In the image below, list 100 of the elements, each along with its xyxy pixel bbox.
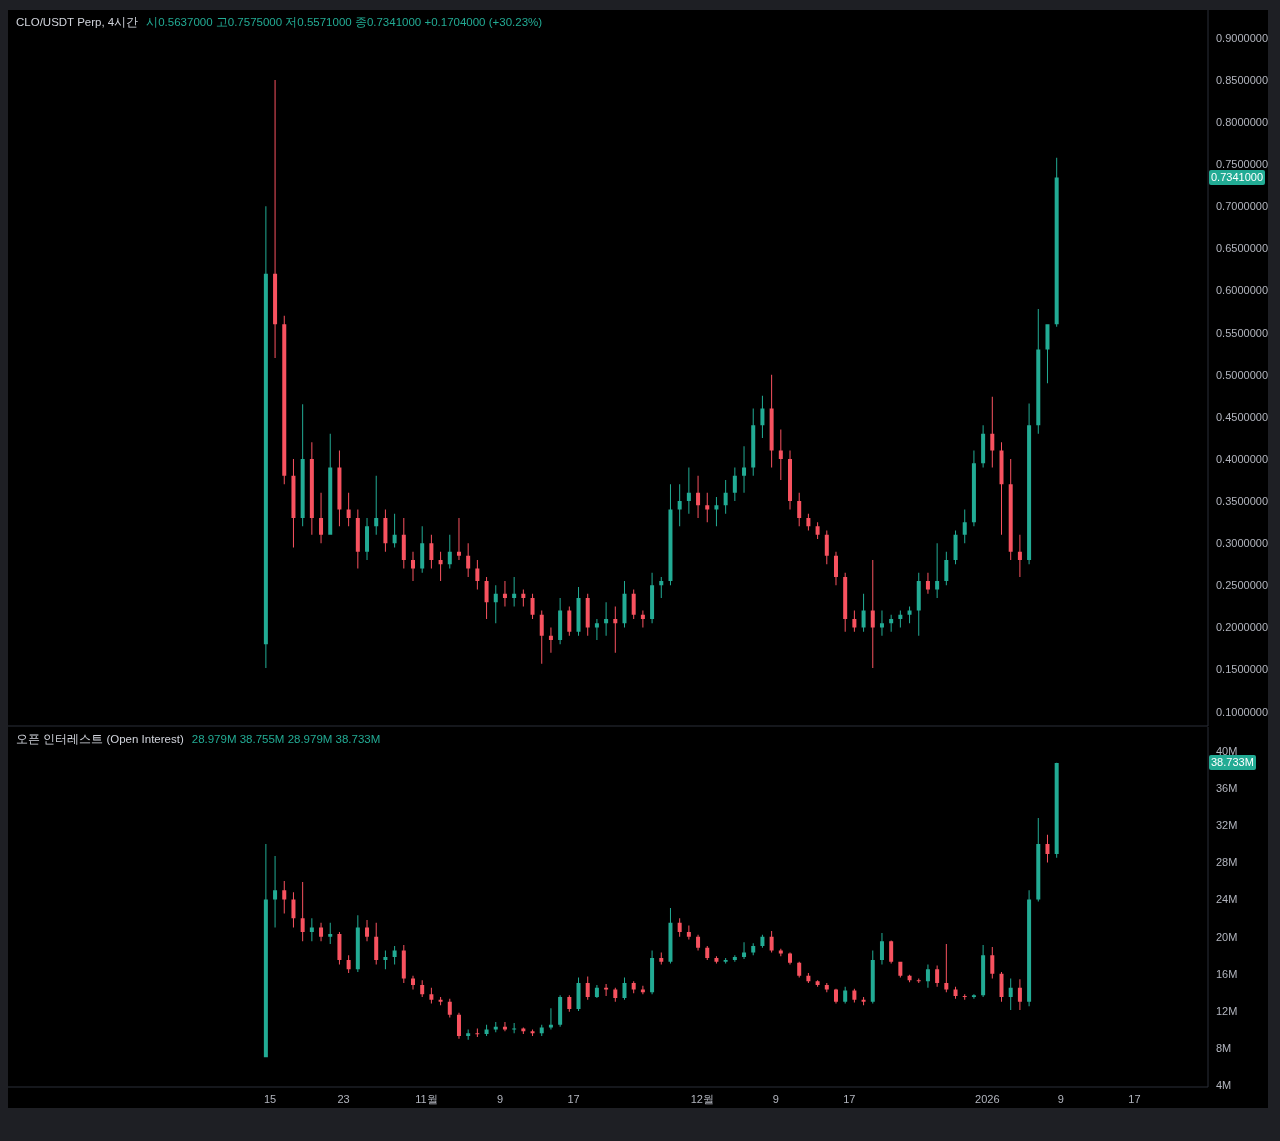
candlestick bbox=[999, 971, 1004, 1002]
candlestick bbox=[594, 984, 599, 998]
candlestick bbox=[1017, 979, 1022, 1010]
x-tick-label: 2026 bbox=[975, 1092, 1000, 1105]
candlestick bbox=[548, 1008, 553, 1030]
candlestick bbox=[668, 907, 673, 964]
x-tick-label: 17 bbox=[567, 1092, 580, 1105]
candlestick bbox=[723, 958, 728, 964]
candlestick bbox=[383, 509, 388, 552]
candlestick bbox=[1017, 534, 1022, 577]
text: CLO/USDT Perp, 4시간 bbox=[16, 16, 139, 28]
x-tick-label: 9 bbox=[772, 1092, 779, 1105]
candlestick bbox=[898, 610, 903, 628]
x-tick-label: 12월 bbox=[690, 1092, 714, 1105]
candlestick bbox=[466, 1029, 471, 1040]
candlestick bbox=[1027, 403, 1032, 565]
candlestick bbox=[337, 450, 342, 527]
text: 28.979M 38.755M 28.979M 38.733M bbox=[191, 733, 381, 745]
candlestick bbox=[824, 983, 829, 993]
candlestick bbox=[337, 932, 342, 965]
candlestick bbox=[530, 593, 535, 620]
candlestick bbox=[935, 543, 940, 598]
y-tick-label: 28M bbox=[1216, 856, 1238, 869]
candlestick bbox=[971, 994, 976, 999]
candlestick bbox=[484, 576, 489, 620]
candlestick bbox=[760, 934, 765, 948]
candlestick bbox=[300, 881, 305, 942]
candlestick bbox=[732, 467, 737, 502]
candlestick bbox=[420, 526, 425, 573]
candlestick bbox=[981, 945, 986, 997]
candlestick bbox=[273, 855, 278, 928]
candlestick bbox=[567, 995, 572, 1012]
candlestick bbox=[944, 551, 949, 586]
candlestick bbox=[613, 606, 618, 653]
candlestick bbox=[558, 597, 563, 645]
candlestick bbox=[852, 988, 857, 1003]
price-tag: 38.733M bbox=[1209, 754, 1256, 770]
y-tick-label: 32M bbox=[1216, 819, 1238, 832]
y-tick-label: 0.4500000 bbox=[1216, 410, 1268, 423]
candlestick bbox=[622, 977, 627, 1000]
y-tick-label: 0.3000000 bbox=[1216, 537, 1268, 550]
candlestick bbox=[263, 843, 268, 1058]
candlestick bbox=[1027, 890, 1032, 1007]
candlestick bbox=[843, 986, 848, 1004]
candlestick bbox=[990, 946, 995, 979]
candlestick bbox=[1054, 762, 1059, 858]
candlestick bbox=[438, 551, 443, 582]
candlestick bbox=[971, 450, 976, 527]
candlestick bbox=[438, 997, 443, 1006]
candlestick bbox=[328, 922, 333, 945]
candlestick bbox=[953, 986, 958, 999]
candlestick bbox=[631, 589, 636, 620]
candlestick bbox=[990, 396, 995, 468]
candlestick bbox=[815, 980, 820, 987]
candlestick bbox=[714, 496, 719, 527]
candlestick bbox=[1045, 324, 1050, 384]
candlestick bbox=[1054, 157, 1059, 327]
y-tick-label: 0.7500000 bbox=[1216, 158, 1268, 171]
x-tick-label: 23 bbox=[337, 1092, 350, 1105]
y-tick-label: 0.2500000 bbox=[1216, 579, 1268, 592]
candlestick bbox=[319, 922, 324, 942]
candlestick bbox=[925, 964, 930, 988]
candlestick bbox=[631, 981, 636, 994]
candlestick bbox=[686, 925, 691, 940]
candlestick bbox=[539, 610, 544, 664]
y-tick-label: 0.5000000 bbox=[1216, 368, 1268, 381]
candlestick bbox=[788, 450, 793, 510]
candlestick bbox=[677, 918, 682, 937]
candlestick bbox=[585, 593, 590, 636]
candlestick bbox=[374, 475, 379, 535]
candlestick bbox=[1045, 834, 1050, 863]
candlestick bbox=[346, 492, 351, 527]
candlestick bbox=[521, 589, 526, 607]
candlestick bbox=[392, 945, 397, 965]
x-tick-label: 17 bbox=[1128, 1092, 1141, 1105]
candlestick bbox=[456, 1012, 461, 1039]
candlestick bbox=[319, 492, 324, 544]
candlestick bbox=[760, 395, 765, 438]
y-tick-label: 0.2000000 bbox=[1216, 621, 1268, 634]
candlestick bbox=[282, 881, 287, 914]
candlestick bbox=[705, 492, 710, 523]
candlestick bbox=[475, 1028, 480, 1037]
candlestick bbox=[512, 1022, 517, 1034]
candlestick bbox=[705, 945, 710, 960]
candlestick bbox=[1008, 458, 1013, 561]
candlestick bbox=[981, 425, 986, 468]
candlestick bbox=[309, 442, 314, 535]
y-tick-label: 0.3500000 bbox=[1216, 495, 1268, 507]
candlestick bbox=[861, 997, 866, 1006]
y-tick-label: 8M bbox=[1216, 1041, 1232, 1054]
candlestick bbox=[1008, 978, 1013, 1010]
candlestick bbox=[742, 446, 747, 493]
candlestick bbox=[889, 614, 894, 632]
y-tick-label: 4M bbox=[1216, 1079, 1232, 1092]
candlestick bbox=[604, 602, 609, 636]
y-tick-label: 0.9000000 bbox=[1216, 31, 1268, 44]
text: 시0.5637000 고0.7575000 저0.5571000 종0.7341000 +0.1704000 (+30.23%) bbox=[146, 16, 543, 28]
candlestick bbox=[273, 79, 278, 358]
y-tick-label: 20M bbox=[1216, 930, 1238, 943]
candlestick bbox=[576, 977, 581, 1011]
